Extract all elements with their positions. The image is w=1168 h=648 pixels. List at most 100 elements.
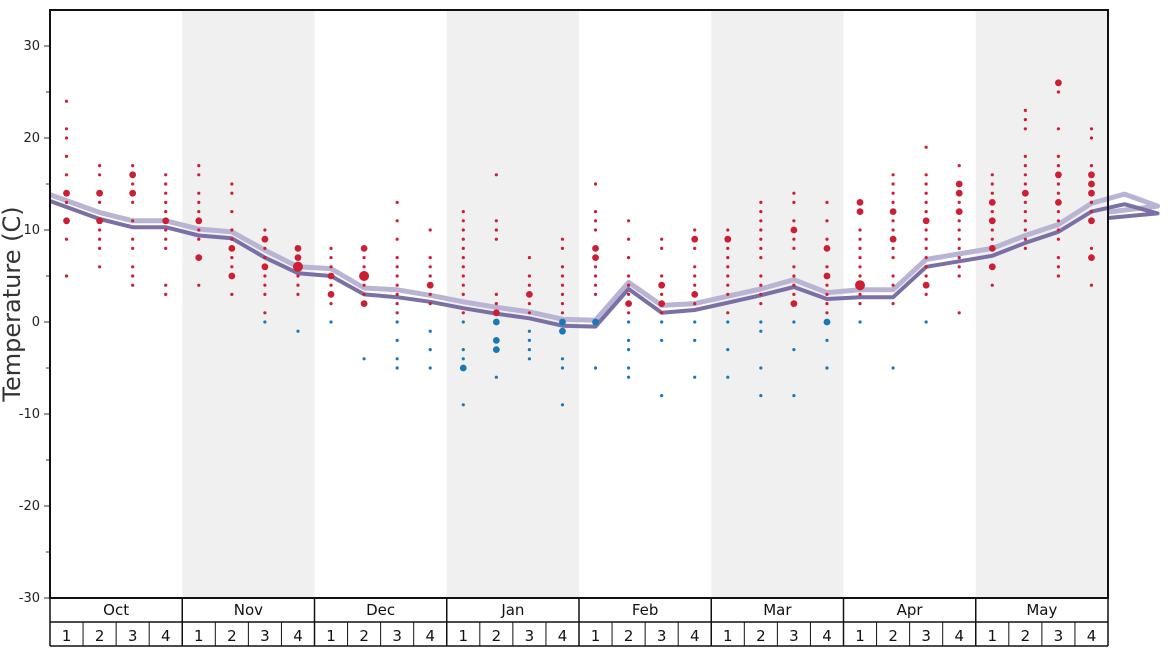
data-dot [1088,180,1095,188]
data-dot [593,210,598,214]
week-label: 3 [1054,627,1064,645]
data-dot [494,302,498,306]
data-dot [891,283,895,287]
data-dot [329,283,333,287]
data-dot [197,283,201,287]
data-dot [97,164,102,168]
data-dot [461,265,465,269]
data-dot [1023,237,1027,241]
week-label: 1 [326,627,336,645]
data-dot [461,274,465,278]
data-dot [889,208,897,216]
data-dot [891,228,895,232]
data-dot [560,366,565,370]
data-dot [955,180,963,188]
data-dot [261,235,269,243]
data-dot [626,375,631,379]
data-dot [957,256,961,260]
data-dot [560,246,565,250]
data-dot [129,171,137,179]
data-dot [395,219,399,223]
data-dot [592,254,599,261]
data-dot [759,302,763,306]
data-dot [858,274,862,278]
data-dot [527,256,532,260]
data-dot [129,189,137,197]
data-dot [1023,154,1027,158]
shade-nov [182,10,315,598]
data-dot [63,217,70,225]
data-dot [64,127,69,131]
data-dot [395,320,399,324]
week-label: 4 [558,627,568,645]
data-dot [759,246,763,250]
month-label-mar: Mar [763,601,792,619]
data-dot [527,274,532,278]
data-dot [263,283,267,287]
data-dot [924,256,928,260]
data-dot [792,237,796,241]
data-dot [395,338,399,342]
data-dot [990,173,994,177]
data-dot [593,292,598,296]
data-dot [957,311,961,315]
data-dot [759,256,763,260]
data-dot [197,210,201,214]
data-dot [693,265,697,269]
data-dot [924,228,928,232]
data-dot [492,309,500,317]
data-dot [1056,256,1061,260]
data-dot [97,200,102,204]
data-dot [560,292,565,296]
y-tick-label: 30 [23,39,40,54]
data-dot [97,265,102,269]
data-dot [494,219,498,223]
data-dot [527,338,532,342]
data-dot [461,246,465,250]
data-dot [891,219,895,223]
data-dot [990,237,994,241]
week-label: 2 [492,627,502,645]
data-dot [626,292,631,296]
data-dot [924,191,928,195]
data-dot [263,320,267,324]
week-label: 1 [62,627,72,645]
data-dot [988,217,996,225]
data-dot [924,292,928,296]
data-dot [395,366,399,370]
data-dot [428,274,432,278]
data-dot [957,219,961,223]
data-dot [64,154,69,158]
data-dot [230,191,234,195]
data-dot [263,246,267,250]
week-label: 2 [756,627,766,645]
data-dot [97,173,102,177]
data-dot [693,375,697,379]
data-dot [63,189,70,197]
data-dot [990,228,994,232]
data-dot [1023,200,1027,204]
data-dot [494,375,498,379]
data-dot [858,228,862,232]
data-dot [164,210,168,214]
data-dot [924,173,928,177]
data-dot [263,274,267,278]
data-dot [726,246,730,250]
data-dot [825,219,829,223]
data-dot [362,256,366,260]
data-dot [1023,219,1027,223]
data-dot [891,200,895,204]
data-dot [395,292,399,296]
month-label-nov: Nov [234,601,263,619]
data-dot [329,256,333,260]
data-dot [131,246,135,250]
data-dot [64,200,69,204]
data-dot [759,228,763,232]
data-dot [492,318,500,326]
week-label: 4 [161,627,171,645]
data-dot [856,199,864,206]
data-dot [96,217,103,225]
data-dot [1023,210,1027,214]
data-dot [759,283,763,287]
